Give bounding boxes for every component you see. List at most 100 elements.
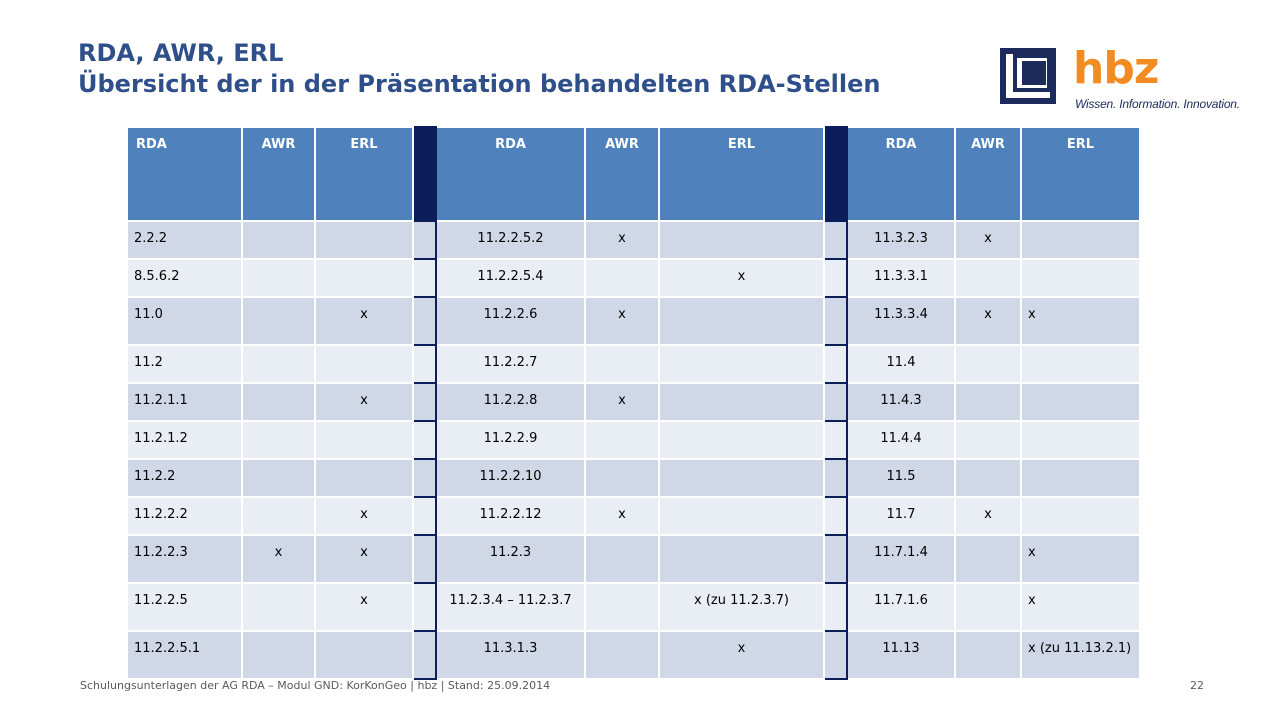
cell-rda: 11.0 [126,296,243,346]
cell-rda: 11.7 [846,496,956,536]
cell-erl [658,344,825,384]
column-separator [823,420,848,460]
footer-text: Schulungsunterlagen der AG RDA – Modul G… [80,679,551,692]
cell-erl [314,630,414,680]
cell-erl: x [658,258,825,298]
cell-erl [314,220,414,260]
slide-title-line1: RDA, AWR, ERL [78,39,284,67]
column-separator [823,382,848,422]
cell-erl [1020,382,1141,422]
table-row: 11.2 11.2.2.7 11.4 [126,344,1141,384]
cell-erl: x [1020,296,1141,346]
table-row: 11.2.2.5.1 11.3.1.3 x 11.13 x (zu 11.13.2.1) [126,630,1141,680]
cell-erl: x [1020,534,1141,584]
cell-erl [658,420,825,460]
logo-tagline: Wissen. Information. Innovation. [1075,97,1240,111]
hbz-logo: hbz Wissen. Information. Innovation. [1000,44,1240,120]
cell-rda: 11.2.2.5.1 [126,630,243,680]
cell-erl: x [314,496,414,536]
table-row: 11.2.1.1 x 11.2.2.8 x 11.4.3 [126,382,1141,422]
cell-awr: x [584,496,660,536]
cell-erl [1020,258,1141,298]
column-separator [412,582,437,632]
cell-erl [1020,220,1141,260]
cell-awr: x [584,220,660,260]
cell-rda: 11.2.2.10 [435,458,586,498]
cell-erl [314,344,414,384]
column-separator [823,126,848,222]
cell-erl: x [314,582,414,632]
slide-title: RDA, AWR, ERL Übersicht der in der Präse… [78,38,880,100]
cell-erl [1020,458,1141,498]
header-erl-3: ERL [1020,126,1141,222]
cell-rda: 11.5 [846,458,956,498]
cell-awr [954,582,1022,632]
table-row: 11.2.1.2 11.2.2.9 11.4.4 [126,420,1141,460]
column-separator [412,382,437,422]
cell-erl [314,458,414,498]
cell-rda: 11.2.3.4 – 11.2.3.7 [435,582,586,632]
cell-rda: 11.2.2.5.4 [435,258,586,298]
cell-rda: 11.2.1.1 [126,382,243,422]
cell-awr: x [954,296,1022,346]
table-row: 11.2.2.5 x 11.2.3.4 – 11.2.3.7 x (zu 11.2.3… [126,582,1141,632]
cell-awr [954,344,1022,384]
hbz-logo-mark [1000,48,1056,104]
table-row: 8.5.6.2 11.2.2.5.4 x 11.3.3.1 [126,258,1141,298]
cell-erl [658,534,825,584]
cell-rda: 11.2.2.5.2 [435,220,586,260]
header-rda-2: RDA [435,126,586,222]
cell-erl [1020,496,1141,536]
cell-awr [584,258,660,298]
cell-awr [584,582,660,632]
rda-overview-table: RDA AWR ERL RDA AWR ERL RDA AWR ERL 2.2.… [126,126,1141,680]
cell-awr: x [954,220,1022,260]
cell-rda: 11.2.2.7 [435,344,586,384]
header-awr-1: AWR [241,126,316,222]
cell-rda: 11.2.2.12 [435,496,586,536]
cell-awr [241,496,316,536]
header-rda-1: RDA [126,126,243,222]
table-header-row: RDA AWR ERL RDA AWR ERL RDA AWR ERL [126,126,1141,222]
cell-awr [241,458,316,498]
cell-awr: x [954,496,1022,536]
column-separator [412,296,437,346]
column-separator [823,582,848,632]
header-rda-3: RDA [846,126,956,222]
cell-awr: x [241,534,316,584]
column-separator [412,420,437,460]
cell-rda: 11.2.1.2 [126,420,243,460]
table-row: 11.2.2 11.2.2.10 11.5 [126,458,1141,498]
cell-rda: 11.2.2.2 [126,496,243,536]
cell-rda: 11.4.4 [846,420,956,460]
column-separator [412,458,437,498]
header-erl-1: ERL [314,126,414,222]
cell-erl: x [658,630,825,680]
cell-awr: x [584,296,660,346]
cell-erl [314,420,414,460]
cell-erl [658,382,825,422]
column-separator [823,258,848,298]
column-separator [823,344,848,384]
column-separator [823,630,848,680]
table-row: 11.2.2.3 x x 11.2.3 11.7.1.4 x [126,534,1141,584]
cell-erl [1020,420,1141,460]
cell-awr [584,420,660,460]
cell-rda: 11.2.2.3 [126,534,243,584]
cell-awr [241,258,316,298]
column-separator [823,496,848,536]
cell-awr: x [584,382,660,422]
cell-rda: 11.3.3.4 [846,296,956,346]
cell-awr [241,630,316,680]
header-awr-3: AWR [954,126,1022,222]
table-row: 11.2.2.2 x 11.2.2.12 x 11.7 x [126,496,1141,536]
cell-awr [954,258,1022,298]
cell-rda: 11.2.2 [126,458,243,498]
cell-rda: 11.7.1.4 [846,534,956,584]
cell-awr [584,630,660,680]
column-separator [412,630,437,680]
cell-awr [954,382,1022,422]
cell-rda: 11.4 [846,344,956,384]
cell-erl [1020,344,1141,384]
cell-awr [241,420,316,460]
